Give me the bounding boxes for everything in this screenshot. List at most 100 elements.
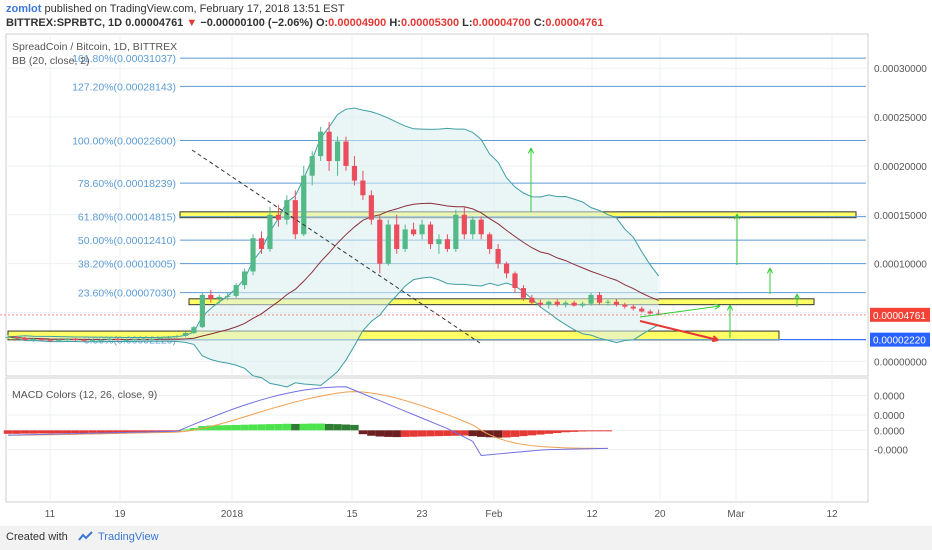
candle — [56, 339, 62, 341]
bb-lower — [7, 276, 659, 388]
macd-hist-bar — [392, 430, 401, 438]
created-with-text: Created with — [6, 531, 68, 543]
macd-hist-bar — [400, 430, 410, 437]
macd-hist-bar — [181, 429, 190, 431]
candle — [343, 141, 349, 166]
macd-hist-bar — [46, 430, 55, 434]
candle — [64, 338, 70, 340]
macd-hist-bar — [147, 430, 156, 433]
candle — [630, 306, 636, 309]
price-axis[interactable]: 0.00030000 0.00025000 0.00020000 0.00015000… — [870, 64, 930, 368]
macd-hist-bar — [240, 424, 249, 431]
candle — [30, 338, 36, 340]
up-arrow-head — [726, 304, 734, 311]
bb-legend: BB (20, close, 2) — [12, 55, 90, 67]
candle — [284, 200, 290, 220]
macd-hist-bar — [485, 430, 494, 438]
candle — [5, 336, 11, 338]
fib-label: 23.60%(0.00007030) — [78, 288, 176, 300]
candle — [478, 219, 484, 235]
macd-hist-bar — [282, 423, 292, 431]
price-tag — [870, 307, 930, 322]
chart-title: SpreadCoin / Bitcoin, 1D, BITTREX — [12, 41, 177, 53]
macd-hist-bar — [324, 423, 334, 431]
candle — [225, 295, 231, 297]
candle — [13, 336, 20, 338]
candle — [351, 165, 358, 181]
macd-hist-bar — [536, 430, 545, 435]
macd-hist-bar — [384, 430, 393, 437]
candle — [258, 238, 265, 249]
signal-line — [7, 391, 608, 449]
time-axis[interactable]: 11 19 2018 15 23 Feb 12 20 Mar 12 — [45, 509, 838, 520]
fib-levels: 161.80%(0.00031037) 127.20%(0.00028143) 10… — [72, 53, 866, 347]
author-link[interactable]: zomlot — [6, 3, 42, 15]
candle — [182, 333, 189, 336]
fib-label: 100.00%(0.00022600) — [72, 136, 176, 148]
time-tick-label: Mar — [727, 509, 745, 520]
candle — [199, 294, 205, 328]
price-tick-label: 0.00020000 — [874, 162, 927, 173]
macd-hist-bar — [215, 425, 224, 431]
candle — [453, 214, 459, 249]
bb-upper — [7, 107, 660, 338]
up-arrow-head — [766, 267, 774, 274]
macd-hist-bar — [502, 430, 511, 438]
macd-hist-bar — [510, 430, 520, 437]
candle — [487, 234, 493, 249]
candle — [647, 311, 653, 314]
close-label: C: — [533, 17, 546, 29]
macd-hist-bar — [113, 430, 123, 433]
macd-hist-bar — [578, 430, 587, 432]
macd-tick-label: -0.0000 — [874, 446, 908, 457]
candle — [495, 248, 501, 264]
forecast-arrow-head — [714, 303, 721, 310]
candle — [47, 339, 53, 341]
candle — [208, 294, 214, 299]
candle — [436, 239, 442, 245]
candle — [571, 302, 577, 306]
macd-hist-bar — [206, 425, 215, 431]
time-tick-label: 2018 — [221, 509, 244, 520]
macd-hist-bar — [350, 424, 359, 431]
macd-hist-bar — [96, 430, 106, 433]
macd-hist-bar — [569, 430, 579, 432]
published-line: zomlot published on TradingView.com, Feb… — [6, 3, 345, 15]
candle — [639, 308, 645, 312]
candle — [580, 303, 586, 306]
candle — [149, 338, 155, 340]
last-price: 0.00004761 — [125, 17, 184, 29]
candle — [250, 238, 256, 272]
candle — [115, 338, 121, 340]
macd-hist-bar — [12, 430, 21, 434]
macd-hist-bar — [88, 430, 97, 433]
candle — [98, 339, 104, 341]
tradingview-brand[interactable]: TradingView — [98, 531, 159, 543]
high-label: H: — [389, 17, 401, 29]
candle — [233, 285, 239, 296]
candle — [39, 338, 45, 340]
macd: 0.0000 0.0000 0.0000 -0.0000 — [3, 386, 908, 457]
ohlc-line: BITTREX:SPRBTC, 1D 0.00004761 ▼ −0.00000… — [6, 17, 603, 29]
candle — [554, 301, 560, 305]
candles — [5, 121, 662, 342]
forecast-arrow — [639, 305, 721, 318]
macd-hist-bar — [231, 424, 241, 431]
macd-hist-bar — [54, 430, 63, 434]
macd-hist-bar — [299, 423, 308, 431]
fib-label: 50.00%(0.00012410) — [78, 235, 176, 247]
macd-hist-bar — [426, 430, 435, 437]
price-chart[interactable]: 161.80%(0.00031037) 127.20%(0.00028143) 10… — [0, 0, 932, 526]
macd-hist-bar — [130, 430, 139, 433]
candle — [334, 141, 341, 162]
macd-hist-bar — [71, 430, 80, 434]
close-value: 0.00004761 — [545, 17, 604, 29]
candle — [326, 131, 332, 162]
macd-hist-bar — [29, 430, 38, 434]
footer: Created with TradingView — [0, 526, 932, 550]
high-value: 0.00005300 — [400, 17, 460, 29]
macd-hist-bar — [417, 430, 427, 437]
up-arrow-head — [733, 213, 741, 220]
candle — [503, 263, 510, 274]
time-tick-label: 11 — [45, 509, 56, 520]
